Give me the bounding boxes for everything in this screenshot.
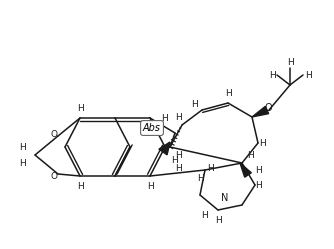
Text: H: H [19,159,25,168]
Text: H: H [76,104,84,113]
Polygon shape [240,163,251,177]
Text: N: N [221,193,229,203]
Text: H: H [255,166,262,175]
Text: H: H [192,100,198,109]
Polygon shape [159,142,170,155]
Text: H: H [147,182,153,190]
Text: H: H [225,88,231,98]
Text: H: H [269,70,275,79]
Text: O: O [50,129,57,138]
Text: O: O [264,103,272,113]
Text: Abs: Abs [143,123,161,133]
Text: H: H [172,155,178,165]
Text: H: H [76,182,84,190]
Text: O: O [50,172,57,181]
Text: H: H [175,164,181,173]
Text: H: H [19,142,25,151]
Text: H: H [287,58,293,66]
Text: H: H [215,215,221,225]
Text: H: H [175,113,181,122]
Text: H: H [259,138,266,147]
Polygon shape [252,106,269,117]
Text: H: H [305,70,311,79]
Text: H: H [162,114,168,123]
Text: H: H [202,210,208,220]
Text: H: H [255,181,262,189]
Text: H: H [175,150,181,160]
Text: H: H [246,150,254,160]
Text: H: H [197,174,203,183]
Text: H: H [207,164,213,173]
